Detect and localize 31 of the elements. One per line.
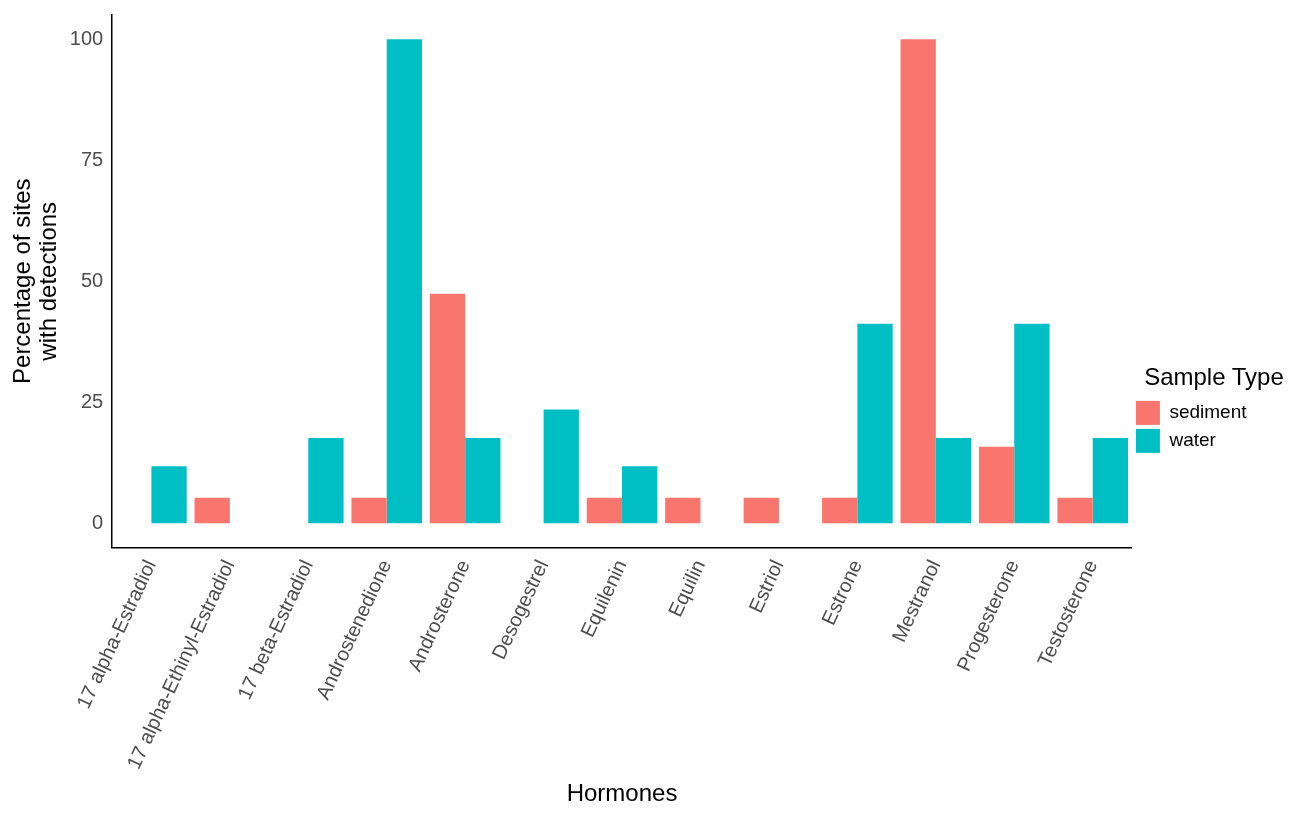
- bar: [151, 466, 187, 524]
- legend-label: sediment: [1169, 401, 1248, 423]
- bar: [857, 323, 893, 524]
- legend-label: water: [1168, 429, 1217, 451]
- bar: [429, 293, 466, 524]
- y-tick-label: 100: [69, 26, 104, 49]
- bar: [622, 466, 658, 524]
- bar: [543, 409, 579, 524]
- bar: [386, 39, 423, 524]
- bar: [978, 446, 1015, 524]
- bar: [465, 438, 501, 524]
- bar: [822, 497, 858, 524]
- y-tick-label: 25: [80, 389, 104, 412]
- bar: [743, 497, 779, 524]
- y-tick-label: 75: [80, 147, 104, 170]
- y-axis-title: Percentage of sites with detections: [7, 178, 62, 384]
- bar: [1014, 323, 1050, 524]
- legend-title: Sample Type: [1144, 362, 1284, 390]
- x-tick-label: Estriol: [744, 556, 788, 616]
- y-tick-label: 0: [92, 510, 104, 533]
- bar: [351, 497, 387, 524]
- bar: [665, 497, 701, 524]
- bar: [586, 497, 623, 524]
- bar: [1092, 438, 1128, 524]
- bar: [308, 438, 344, 524]
- bar: [1057, 497, 1093, 524]
- bar: [935, 438, 972, 524]
- y-tick-label: 50: [80, 268, 104, 291]
- bar: [900, 39, 936, 524]
- bar: [194, 497, 230, 524]
- x-axis-title: Hormones: [566, 779, 678, 807]
